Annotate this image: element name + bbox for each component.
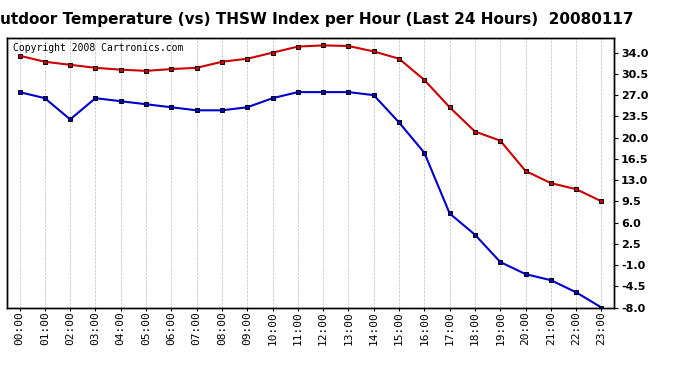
Text: Outdoor Temperature (vs) THSW Index per Hour (Last 24 Hours)  20080117: Outdoor Temperature (vs) THSW Index per … [0,12,633,27]
Text: Copyright 2008 Cartronics.com: Copyright 2008 Cartronics.com [13,43,184,53]
